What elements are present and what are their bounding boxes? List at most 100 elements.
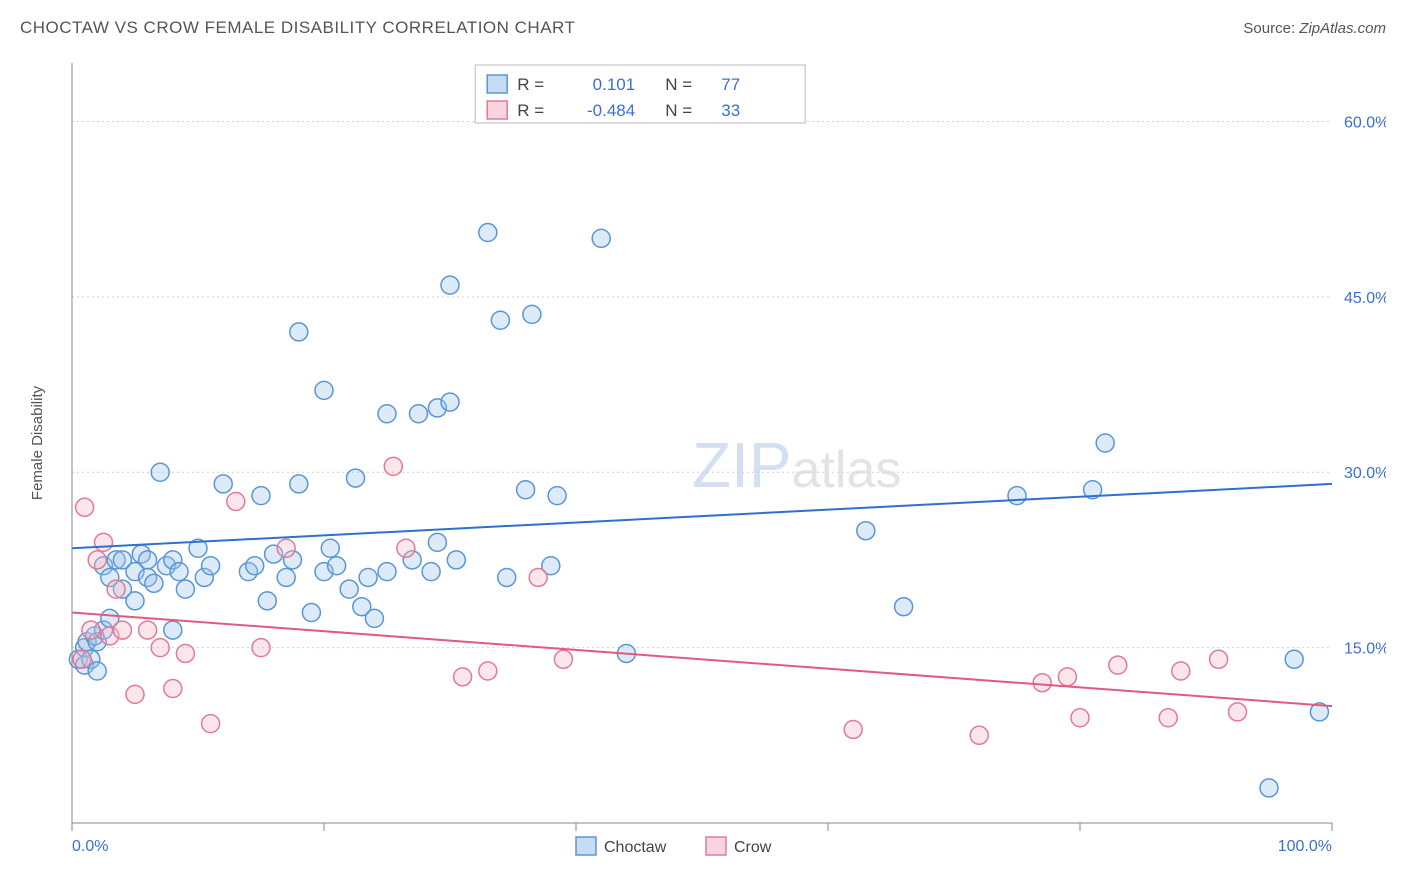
data-point bbox=[1008, 487, 1026, 505]
data-point bbox=[517, 481, 535, 499]
data-point bbox=[139, 551, 157, 569]
data-point bbox=[151, 639, 169, 657]
legend-swatch bbox=[487, 75, 507, 93]
data-point bbox=[82, 621, 100, 639]
data-point bbox=[1071, 709, 1089, 727]
data-point bbox=[410, 405, 428, 423]
data-point bbox=[290, 323, 308, 341]
data-point bbox=[151, 463, 169, 481]
source-value: ZipAtlas.com bbox=[1299, 20, 1386, 37]
data-point bbox=[252, 639, 270, 657]
legend-swatch bbox=[487, 101, 507, 119]
data-point bbox=[1172, 662, 1190, 680]
data-point bbox=[315, 381, 333, 399]
data-point bbox=[88, 551, 106, 569]
data-point bbox=[1285, 650, 1303, 668]
data-point bbox=[1210, 650, 1228, 668]
watermark: ZIPatlas bbox=[692, 429, 901, 501]
x-tick-label: 100.0% bbox=[1278, 838, 1332, 855]
data-point bbox=[1260, 779, 1278, 797]
data-point bbox=[479, 224, 497, 242]
bottom-legend-label: Crow bbox=[734, 839, 772, 856]
data-point bbox=[592, 229, 610, 247]
data-point bbox=[1096, 434, 1114, 452]
data-point bbox=[970, 726, 988, 744]
data-point bbox=[290, 475, 308, 493]
data-point bbox=[202, 715, 220, 733]
data-point bbox=[844, 720, 862, 738]
chart-title: CHOCTAW VS CROW FEMALE DISABILITY CORREL… bbox=[20, 18, 575, 38]
scatter-chart-svg: 15.0% 30.0% 45.0% 60.0% ZIPatlas 0.0% 100.0% Fe… bbox=[20, 55, 1386, 872]
data-point bbox=[107, 580, 125, 598]
data-point bbox=[441, 393, 459, 411]
data-point bbox=[1058, 668, 1076, 686]
legend-n-label: N = bbox=[665, 101, 692, 120]
data-point bbox=[126, 685, 144, 703]
data-point bbox=[328, 557, 346, 575]
data-point bbox=[164, 680, 182, 698]
source-label: Source: bbox=[1243, 20, 1295, 37]
legend-n-value: 33 bbox=[721, 101, 740, 120]
data-point bbox=[340, 580, 358, 598]
bottom-legend-swatch bbox=[706, 837, 726, 855]
data-point bbox=[422, 563, 440, 581]
data-point bbox=[441, 276, 459, 294]
data-point bbox=[73, 650, 91, 668]
y-tick-label: 45.0% bbox=[1344, 290, 1386, 307]
data-point bbox=[1229, 703, 1247, 721]
data-point bbox=[498, 568, 516, 586]
data-point bbox=[88, 662, 106, 680]
legend-r-label: R = bbox=[517, 101, 544, 120]
y-axis-label: Female Disability bbox=[29, 385, 46, 500]
data-point bbox=[491, 311, 509, 329]
data-point bbox=[170, 563, 188, 581]
data-point bbox=[365, 609, 383, 627]
data-point bbox=[347, 469, 365, 487]
data-point bbox=[548, 487, 566, 505]
data-point bbox=[384, 457, 402, 475]
data-point bbox=[176, 580, 194, 598]
data-point bbox=[447, 551, 465, 569]
data-point bbox=[277, 539, 295, 557]
data-point bbox=[895, 598, 913, 616]
data-point bbox=[176, 644, 194, 662]
legend-n-value: 77 bbox=[721, 75, 740, 94]
data-point bbox=[1159, 709, 1177, 727]
data-point bbox=[454, 668, 472, 686]
data-point bbox=[246, 557, 264, 575]
data-point bbox=[126, 592, 144, 610]
bottom-legend-swatch bbox=[576, 837, 596, 855]
data-point bbox=[164, 621, 182, 639]
bottom-legend-label: Choctaw bbox=[604, 839, 667, 856]
data-point bbox=[258, 592, 276, 610]
data-point bbox=[523, 305, 541, 323]
data-point bbox=[529, 568, 547, 586]
x-tick-label: 0.0% bbox=[72, 838, 108, 855]
data-point bbox=[397, 539, 415, 557]
chart-container: 15.0% 30.0% 45.0% 60.0% ZIPatlas 0.0% 100.0% Fe… bbox=[20, 55, 1386, 872]
data-point bbox=[252, 487, 270, 505]
y-tick-label: 30.0% bbox=[1344, 465, 1386, 482]
data-point bbox=[113, 621, 131, 639]
data-point bbox=[95, 533, 113, 551]
y-tick-label: 60.0% bbox=[1344, 114, 1386, 131]
legend-r-value: 0.101 bbox=[593, 75, 636, 94]
data-point bbox=[378, 405, 396, 423]
data-point bbox=[139, 621, 157, 639]
data-point bbox=[321, 539, 339, 557]
data-point bbox=[202, 557, 220, 575]
data-point bbox=[214, 475, 232, 493]
header: CHOCTAW VS CROW FEMALE DISABILITY CORREL… bbox=[0, 0, 1406, 48]
source-attribution: Source: ZipAtlas.com bbox=[1243, 20, 1386, 37]
data-point bbox=[277, 568, 295, 586]
data-point bbox=[554, 650, 572, 668]
data-point bbox=[479, 662, 497, 680]
data-point bbox=[428, 533, 446, 551]
data-point bbox=[1109, 656, 1127, 674]
legend-n-label: N = bbox=[665, 75, 692, 94]
legend-r-label: R = bbox=[517, 75, 544, 94]
data-point bbox=[1033, 674, 1051, 692]
data-point bbox=[378, 563, 396, 581]
y-tick-label: 15.0% bbox=[1344, 641, 1386, 658]
data-point bbox=[145, 574, 163, 592]
